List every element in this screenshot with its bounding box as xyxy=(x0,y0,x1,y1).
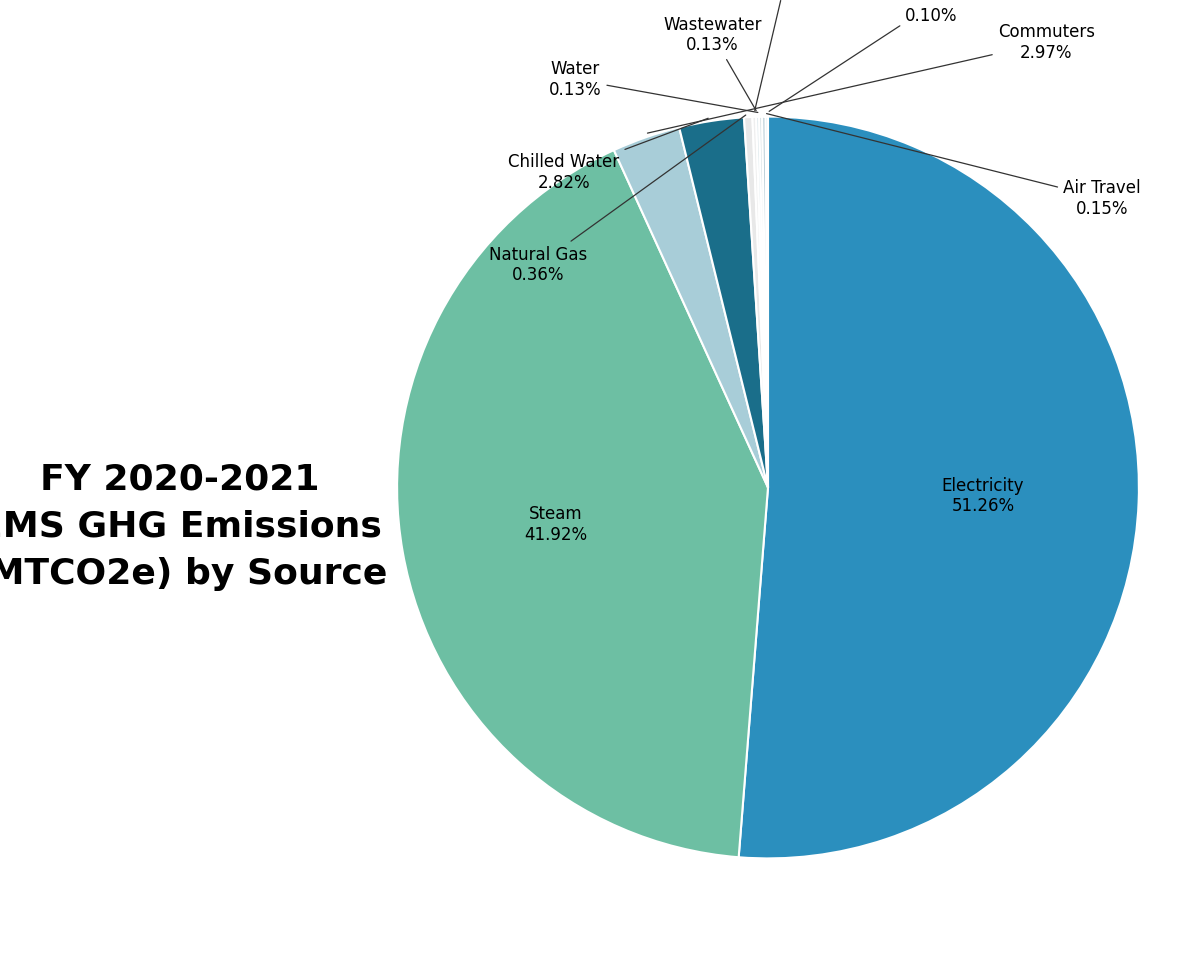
Wedge shape xyxy=(752,117,768,488)
Text: Natural Gas
0.36%: Natural Gas 0.36% xyxy=(488,115,745,285)
Text: FY 2020-2021
EMS GHG Emissions
(MTCO2e) by Source: FY 2020-2021 EMS GHG Emissions (MTCO2e) … xyxy=(0,462,388,591)
Wedge shape xyxy=(679,117,768,488)
Wedge shape xyxy=(766,117,768,488)
Wedge shape xyxy=(756,117,768,488)
Wedge shape xyxy=(614,128,768,488)
Text: EMS Vehicles
0.16%: EMS Vehicles 0.16% xyxy=(732,0,841,110)
Text: Chilled Water
2.82%: Chilled Water 2.82% xyxy=(509,118,708,192)
Wedge shape xyxy=(744,117,768,488)
Text: Water
0.13%: Water 0.13% xyxy=(548,60,758,112)
Text: Air Travel
0.15%: Air Travel 0.15% xyxy=(767,113,1141,217)
Wedge shape xyxy=(397,150,768,857)
Text: Fleet
0.10%: Fleet 0.10% xyxy=(769,0,958,111)
Wedge shape xyxy=(760,117,768,488)
Text: Wastewater
0.13%: Wastewater 0.13% xyxy=(664,16,762,110)
Text: Steam
41.92%: Steam 41.92% xyxy=(524,505,588,544)
Wedge shape xyxy=(762,117,768,488)
Text: Electricity
51.26%: Electricity 51.26% xyxy=(942,477,1025,516)
Text: Commuters
2.97%: Commuters 2.97% xyxy=(648,23,1094,134)
Wedge shape xyxy=(739,117,1139,858)
